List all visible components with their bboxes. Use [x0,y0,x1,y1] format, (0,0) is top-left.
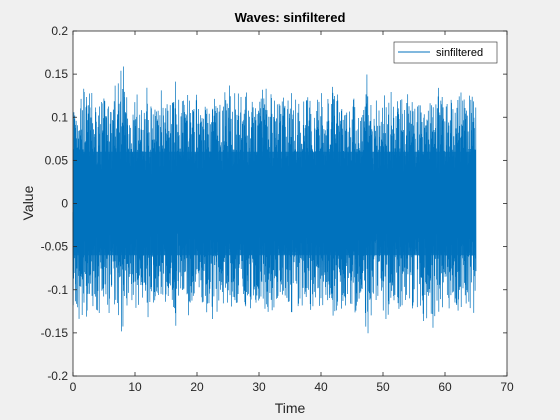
y-tick-label: 0.15 [45,67,69,81]
series-layer [72,66,477,334]
y-axis: -0.2 -0.15 -0.1 -0.05 0 0.05 0.1 0.15 0.2 [41,24,507,383]
x-tick-label: 50 [376,380,390,394]
y-tick-label: -0.2 [47,369,68,383]
x-tick-label: 0 [70,380,77,394]
y-tick-label: 0.05 [45,153,69,167]
y-axis-label: Value [20,185,36,220]
y-tick-label: -0.15 [41,326,69,340]
chart-title: Waves: sinfiltered [235,10,346,25]
y-tick-label: -0.1 [47,283,68,297]
x-tick-label: 40 [314,380,328,394]
x-tick-label: 60 [438,380,452,394]
legend: sinfiltered [393,41,498,64]
legend-box [393,41,498,64]
y-tick-label: 0 [61,197,68,211]
x-axis: 0 10 20 30 40 50 60 70 [70,31,514,394]
legend-label-sinfiltered: sinfiltered [436,47,483,59]
y-tick-label: 0.1 [51,110,68,124]
x-axis-label: Time [275,400,306,416]
x-tick-label: 10 [128,380,142,394]
x-tick-label: 70 [500,380,514,394]
x-tick-label: 20 [190,380,204,394]
x-tick-label: 30 [252,380,266,394]
y-tick-label: -0.05 [41,240,69,254]
series-dense-band [74,151,476,256]
y-tick-label: 0.2 [51,24,68,38]
